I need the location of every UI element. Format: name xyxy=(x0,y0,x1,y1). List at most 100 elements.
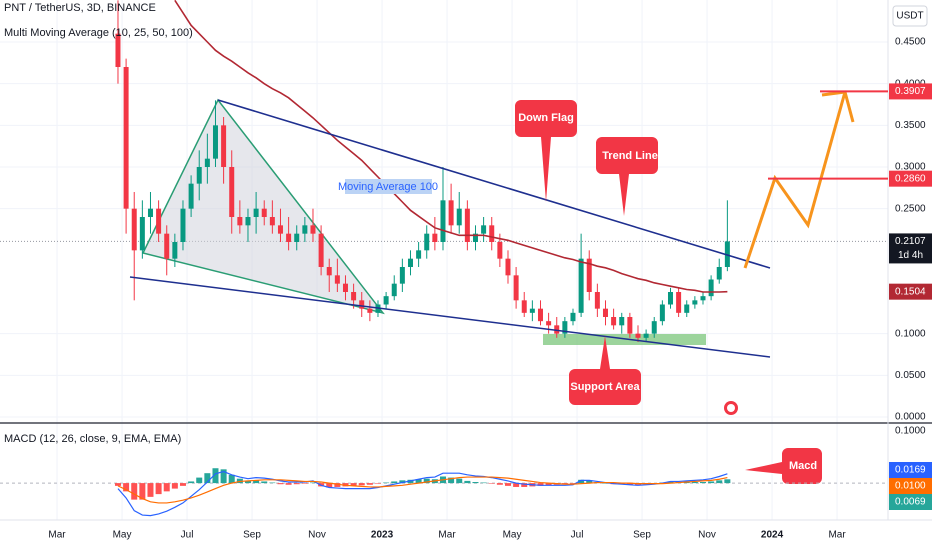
candle-body xyxy=(326,267,332,276)
macd-pane xyxy=(0,468,888,517)
callout xyxy=(515,100,577,202)
x-tick-label: Nov xyxy=(698,530,716,541)
candles xyxy=(115,0,730,342)
x-tick-label: Mar xyxy=(828,530,846,541)
macd-bar xyxy=(228,474,235,484)
candle-body xyxy=(472,233,478,242)
candle-body xyxy=(310,225,316,234)
currency-box[interactable] xyxy=(892,5,928,27)
candle-body xyxy=(131,208,137,251)
price-label: 0.3907 xyxy=(895,86,926,97)
macd-bar xyxy=(537,483,544,486)
candle-body xyxy=(334,275,340,284)
callout-text: Down Flag xyxy=(518,112,574,124)
macd-bar xyxy=(716,480,723,484)
candle-body xyxy=(602,308,608,317)
price-label-sub: 1d 4h xyxy=(898,250,923,261)
macd-label-box xyxy=(889,478,932,494)
y-tick-label: 0.1000 xyxy=(895,328,926,339)
candle-body xyxy=(147,208,153,217)
callout-text: Support Area xyxy=(570,381,640,393)
callout-text: Trend Line xyxy=(602,150,658,162)
macd-bar xyxy=(391,481,398,484)
lower-trendline xyxy=(129,276,771,358)
macd-bar xyxy=(293,483,300,485)
y-tick-label: 0.3000 xyxy=(895,162,926,173)
candle-body xyxy=(537,308,543,322)
candle-body xyxy=(627,317,633,334)
ma-label-box xyxy=(345,179,432,194)
callout xyxy=(745,448,822,484)
candle-body xyxy=(448,200,454,226)
candle-body xyxy=(684,304,690,313)
candle-body xyxy=(505,258,511,276)
candle-body xyxy=(716,267,722,280)
macd-bar xyxy=(448,477,455,484)
macd-bar xyxy=(691,482,698,484)
macd-bar xyxy=(171,483,178,489)
candle-body xyxy=(188,183,194,209)
macd-bar xyxy=(188,481,195,484)
callout xyxy=(596,137,658,216)
candle-body xyxy=(497,242,503,259)
candle-body xyxy=(204,158,210,167)
candle-body xyxy=(529,308,535,313)
price-label: 0.2860 xyxy=(895,173,926,184)
candle-body xyxy=(554,325,560,334)
candle-body xyxy=(692,300,698,305)
macd-bar xyxy=(277,483,284,485)
candle-body xyxy=(172,242,178,259)
candle-body xyxy=(407,258,413,267)
macd-bar xyxy=(513,483,520,487)
candle-body xyxy=(342,283,348,292)
candle-body xyxy=(578,258,584,313)
event-icon-inner xyxy=(727,404,735,412)
macd-bar xyxy=(334,483,341,487)
macd-bar xyxy=(488,483,495,484)
candle-body xyxy=(562,321,568,334)
x-tick-label: Jul xyxy=(571,530,584,541)
candle-body xyxy=(635,333,641,338)
x-tick-label: Sep xyxy=(243,530,261,541)
candle-body xyxy=(180,208,186,242)
price-label-box xyxy=(889,170,932,187)
macd-bar xyxy=(521,483,528,487)
indicator-title: Multi Moving Average (10, 25, 50, 100) xyxy=(4,27,193,39)
candle-body xyxy=(456,208,462,226)
x-tick-label: May xyxy=(113,530,132,541)
candle-body xyxy=(489,225,495,242)
projection-arrow xyxy=(743,91,847,269)
macd-bar xyxy=(480,482,487,484)
candle-body xyxy=(245,217,251,226)
candle-body xyxy=(139,217,145,251)
macd-bar xyxy=(163,483,170,492)
candle-body xyxy=(481,225,487,234)
macd-label-box xyxy=(889,462,932,478)
macd-label: 0.0169 xyxy=(895,465,926,476)
candle-body xyxy=(351,292,357,301)
x-tick-label: Mar xyxy=(438,530,456,541)
macd-bar xyxy=(472,482,479,484)
macd-bar xyxy=(261,481,268,484)
macd-bar xyxy=(374,483,381,484)
y-tick-label: 0.1000 xyxy=(895,426,926,437)
candle-body xyxy=(432,233,438,242)
upper-trendline xyxy=(217,99,771,269)
price-label-box xyxy=(889,233,932,264)
price-label-box xyxy=(889,283,932,300)
macd-bar xyxy=(504,483,511,486)
candle-body xyxy=(253,208,259,217)
candle-body xyxy=(667,292,673,305)
candle-body xyxy=(115,33,121,67)
x-tick-label: Mar xyxy=(48,530,66,541)
macd-bar xyxy=(667,481,674,484)
callout-text: Macd xyxy=(789,460,817,472)
candle-body xyxy=(277,225,283,234)
candle-body xyxy=(521,300,527,313)
macd-label-box xyxy=(889,494,932,510)
candle-body xyxy=(513,275,519,301)
chart-title: PNT / TetherUS, 3D, BINANCE xyxy=(4,2,156,14)
macd-label: 0.0069 xyxy=(895,497,926,508)
